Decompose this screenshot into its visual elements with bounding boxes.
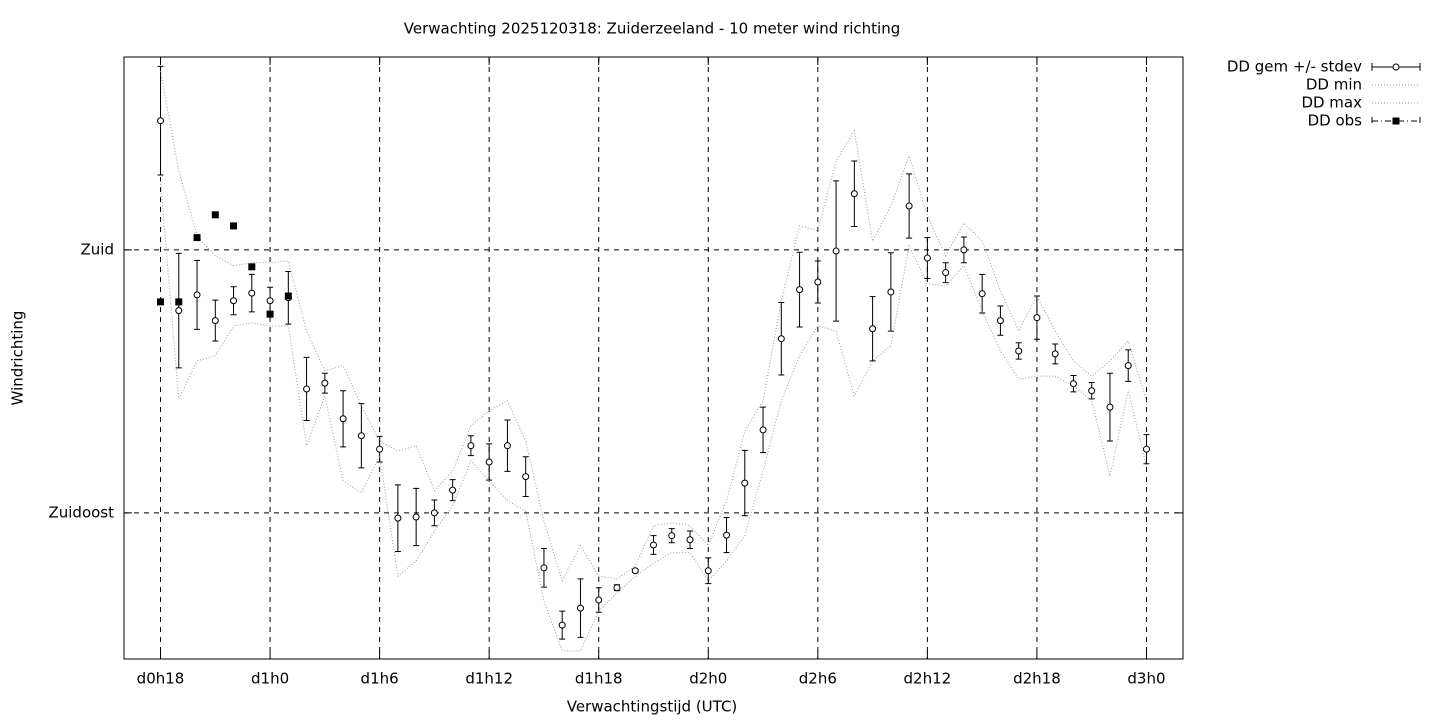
obs-marker — [248, 263, 256, 271]
mean-marker — [157, 117, 165, 125]
x-tick-label: d3h0 — [1127, 670, 1165, 688]
x-tick-label: d2h18 — [1013, 670, 1061, 688]
mean-marker — [193, 291, 201, 299]
mean-marker — [996, 317, 1004, 325]
legend-label: DD min — [1306, 76, 1362, 94]
x-tick-label: d2h6 — [799, 670, 837, 688]
mean-marker — [558, 621, 566, 629]
mean-marker — [960, 246, 968, 254]
mean-marker — [814, 278, 822, 286]
mean-marker — [430, 509, 438, 517]
legend-label: DD obs — [1308, 112, 1363, 130]
mean-marker — [321, 379, 329, 387]
mean-marker — [741, 479, 749, 487]
y-tick-label: Zuidoost — [48, 503, 114, 521]
legend-swatch — [1371, 117, 1421, 125]
x-axis-label: Verwachtingstijd (UTC) — [567, 698, 738, 716]
mean-marker — [303, 385, 311, 393]
obs-marker — [266, 310, 274, 318]
mean-marker — [759, 426, 767, 434]
mean-marker — [631, 567, 639, 575]
x-tick-label: d2h12 — [904, 670, 952, 688]
range-line — [160, 70, 1147, 582]
mean-marker — [905, 202, 913, 210]
mean-marker — [576, 604, 584, 612]
mean-marker — [485, 458, 493, 466]
y-tick-label: Zuid — [81, 240, 114, 258]
mean-marker — [1142, 445, 1150, 453]
mean-marker — [978, 290, 986, 298]
mean-marker — [650, 541, 657, 549]
mean-marker — [1069, 380, 1077, 388]
mean-marker — [942, 269, 950, 277]
mean-marker — [467, 442, 475, 450]
mean-marker — [230, 297, 238, 305]
mean-marker — [503, 442, 511, 450]
mean-marker — [1124, 362, 1132, 370]
mean-marker — [1051, 350, 1059, 358]
obs-marker — [284, 292, 292, 300]
obs-marker — [230, 222, 238, 230]
legend-swatch — [1392, 63, 1400, 71]
mean-marker — [522, 473, 530, 481]
plot-frame — [123, 56, 1184, 660]
mean-marker — [869, 325, 877, 333]
mean-marker — [1088, 387, 1096, 395]
mean-marker — [540, 564, 548, 572]
mean-marker — [923, 254, 931, 262]
y-axis-label: Windrichting — [9, 311, 27, 406]
mean-marker — [613, 584, 621, 592]
mean-marker — [266, 297, 274, 305]
chart-title: Verwachting 2025120318: Zuiderzeeland - … — [404, 20, 900, 38]
mean-marker — [339, 415, 347, 423]
mean-marker — [248, 289, 256, 297]
obs-marker — [175, 298, 183, 306]
mean-marker — [211, 317, 219, 325]
mean-marker — [686, 536, 694, 544]
mean-marker — [723, 531, 731, 539]
mean-marker — [796, 286, 804, 294]
mean-marker — [412, 513, 420, 521]
mean-marker — [1015, 347, 1023, 355]
x-tick-label: d1h18 — [575, 670, 623, 688]
legend-swatch — [1392, 117, 1400, 125]
mean-marker — [595, 596, 603, 604]
x-tick-label: d1h12 — [465, 670, 513, 688]
mean-marker — [850, 190, 858, 198]
mean-marker — [449, 486, 457, 494]
mean-marker — [887, 288, 895, 296]
mean-marker — [394, 514, 402, 522]
x-tick-label: d2h0 — [689, 670, 727, 688]
mean-marker — [832, 247, 840, 255]
mean-marker — [1033, 314, 1041, 322]
mean-marker — [704, 567, 712, 575]
mean-marker — [1106, 403, 1114, 411]
legend-label: DD gem +/- stdev — [1227, 58, 1362, 76]
x-tick-label: d1h6 — [361, 670, 399, 688]
obs-marker — [193, 234, 201, 242]
legend-label: DD max — [1301, 94, 1362, 112]
x-tick-label: d1h0 — [251, 670, 289, 688]
mean-marker — [175, 307, 183, 315]
mean-marker — [376, 445, 384, 453]
mean-marker — [668, 532, 676, 540]
obs-marker — [211, 211, 219, 219]
obs-marker — [157, 298, 165, 306]
mean-marker — [357, 432, 365, 440]
mean-marker — [777, 335, 785, 343]
x-tick-label: d0h18 — [137, 670, 185, 688]
